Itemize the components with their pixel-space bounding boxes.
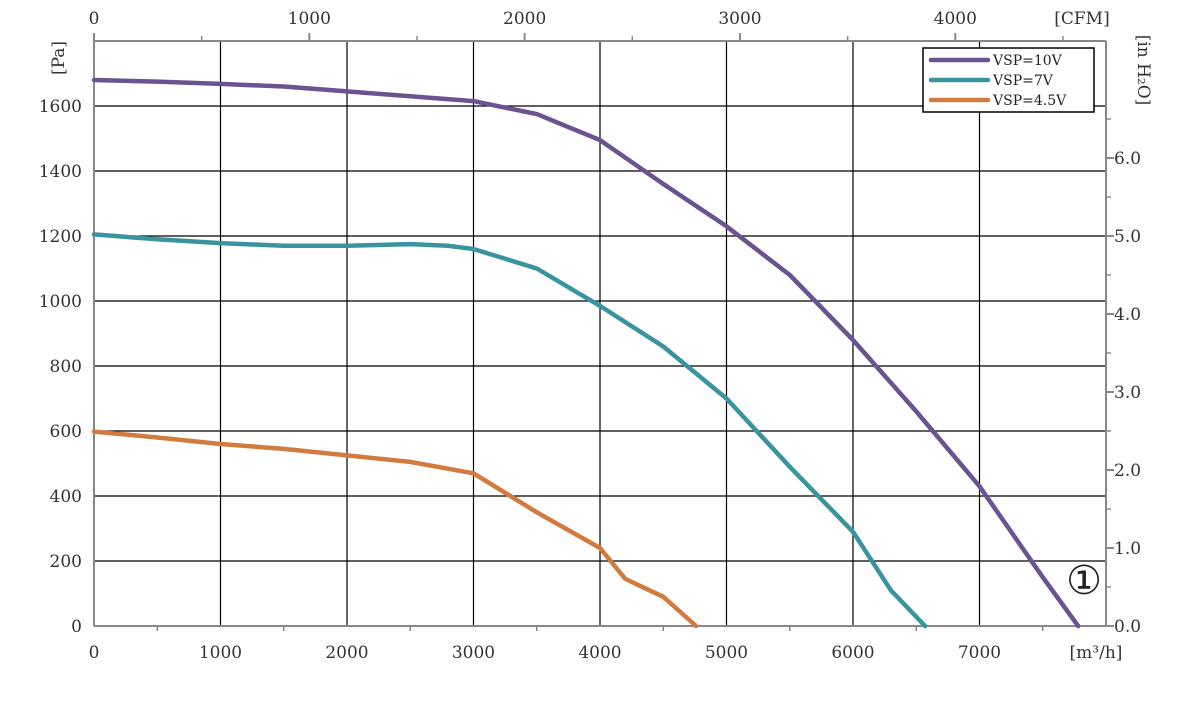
series-line-vsp-10v <box>91 77 1081 629</box>
legend-label: VSP=10V <box>992 53 1063 69</box>
series-line-vsp-4-5v <box>91 429 699 629</box>
x-tick-label: 3000 <box>452 643 495 663</box>
legend: VSP=10V VSP=7V VSP=4.5V <box>922 47 1095 113</box>
x-tick-label: 7000 <box>958 643 1001 663</box>
x2-tick-label: 0 <box>89 9 100 29</box>
x2-tick-label: 1000 <box>288 9 331 29</box>
x-axis-label: [m³/h] <box>1070 643 1123 663</box>
y-tick-label: 1400 <box>39 162 82 182</box>
grid <box>94 41 1106 626</box>
curve-number-annotation: ① <box>1066 558 1102 604</box>
x2-tick-label: 3000 <box>718 9 761 29</box>
y-tick-label: 600 <box>50 422 82 442</box>
x-tick-label: 0 <box>89 643 100 663</box>
y2-tick-label: 5.0 <box>1114 227 1141 247</box>
x-tick-label: 4000 <box>578 643 621 663</box>
series-line-vsp-7v <box>91 232 928 629</box>
y2-tick-label: 0.0 <box>1114 617 1141 637</box>
y2-axis-label: [in H₂O] <box>1133 35 1153 106</box>
y-tick-label: 1000 <box>39 292 82 312</box>
y-tick-label: 400 <box>50 487 82 507</box>
legend-label: VSP=4.5V <box>992 93 1067 109</box>
y2-tick-label: 3.0 <box>1114 383 1141 403</box>
y2-tick-label: 6.0 <box>1114 149 1141 169</box>
axes <box>93 33 1114 631</box>
y-tick-label: 0 <box>71 617 82 637</box>
series-lines <box>91 77 1081 629</box>
y2-tick-label: 2.0 <box>1114 461 1141 481</box>
legend-label: VSP=7V <box>992 73 1054 89</box>
y2-tick-label: 4.0 <box>1114 305 1141 325</box>
tick-labels: 0 1000 2000 3000 4000 5000 6000 7000 0 200 400 600 8… <box>39 9 1141 663</box>
x-tick-label: 2000 <box>325 643 368 663</box>
y-tick-label: 1200 <box>39 227 82 247</box>
x-tick-label: 6000 <box>831 643 874 663</box>
x2-tick-label: 4000 <box>934 9 977 29</box>
y2-tick-label: 1.0 <box>1114 539 1141 559</box>
y-axis-label: [Pa] <box>49 41 69 75</box>
y-tick-label: 200 <box>50 552 82 572</box>
x-tick-label: 5000 <box>705 643 748 663</box>
y-tick-label: 1600 <box>39 97 82 117</box>
x2-tick-label: 2000 <box>503 9 546 29</box>
x-tick-label: 1000 <box>199 643 242 663</box>
y-tick-label: 800 <box>50 357 82 377</box>
x2-axis-label: [CFM] <box>1054 9 1109 29</box>
